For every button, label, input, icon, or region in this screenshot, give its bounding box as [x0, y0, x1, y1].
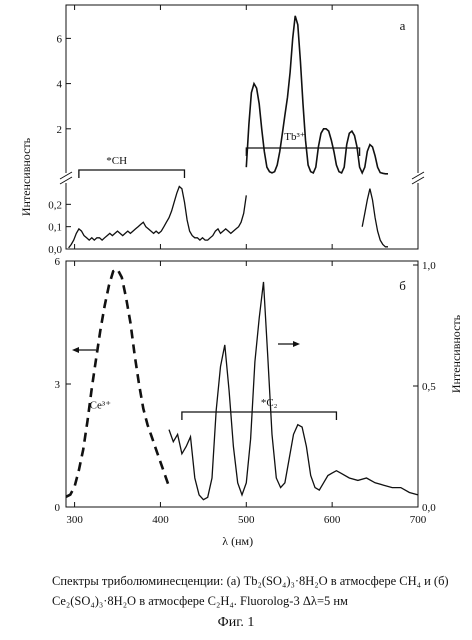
annotation-bracket	[181, 411, 338, 420]
y-tick-label-right: 0,0	[422, 502, 436, 514]
y-tick-label: 4	[57, 79, 63, 91]
y-tick-label-left: 6	[55, 256, 61, 268]
annotation-label: *CH	[106, 155, 127, 167]
x-axis-label: λ (нм)	[222, 534, 253, 548]
axis-break-mask-left	[60, 173, 72, 183]
axis-break-mark	[59, 171, 73, 180]
y-tick-label-left: 3	[55, 379, 61, 391]
panel-label: б	[399, 278, 406, 293]
series-ce-dashed	[65, 267, 171, 498]
annotation-bracket	[245, 147, 361, 156]
panel-b: 300 400 500 600 700 λ (нм) 0 3 6 0,0 0,5 1,0 Интенси…	[55, 256, 464, 548]
y-tick-label-right: 1,0	[422, 260, 436, 272]
arrow-left-head	[72, 347, 79, 353]
y-tick-label-right: 0,5	[422, 381, 436, 393]
x-tick-label: 500	[238, 514, 255, 526]
series-tail-segment	[361, 188, 388, 248]
axis-break-mask-right	[412, 173, 424, 183]
annotation-label: *C₂	[261, 397, 278, 409]
axis-break-mark	[411, 171, 425, 180]
y-axis-label-right: Интенсивность	[449, 314, 463, 393]
panel-label: а	[400, 18, 406, 33]
series-c2-solid	[168, 281, 419, 501]
y-tick-label: 6	[57, 33, 63, 45]
y-axis-label: Интенсивность	[19, 137, 33, 216]
series-upper-segment	[245, 15, 388, 175]
y-tick-label: 0,2	[48, 199, 62, 211]
y-tick-label-left: 0	[55, 502, 61, 514]
y-tick-label: 0,0	[48, 244, 62, 256]
figure-label: Фиг. 1	[217, 615, 255, 630]
axis-break-mark	[411, 176, 425, 185]
panel-b-frame	[65, 260, 419, 508]
x-tick-label: 300	[66, 514, 83, 526]
x-tick-label: 700	[410, 514, 427, 526]
axis-break-mark	[59, 176, 73, 185]
annotation-bracket	[78, 169, 186, 178]
panel-a-frame	[65, 4, 419, 250]
x-tick-label: 400	[152, 514, 169, 526]
annotation-label: Ce³⁺	[90, 400, 112, 412]
annotation-label: Tb³⁺	[284, 131, 306, 143]
series-lower-segment	[68, 185, 247, 249]
figure-caption: Спектры триболюминесценции: (а) Tb₂(SO₄)…	[52, 574, 449, 608]
panel-a: 0,0 0,1 0,2 2 4 6 а *CH Tb³⁺ Интенсивность	[19, 4, 425, 256]
arrow-right-head	[293, 341, 300, 347]
x-tick-label: 600	[324, 514, 341, 526]
y-tick-label: 2	[57, 124, 63, 136]
y-tick-label: 0,1	[48, 222, 62, 234]
